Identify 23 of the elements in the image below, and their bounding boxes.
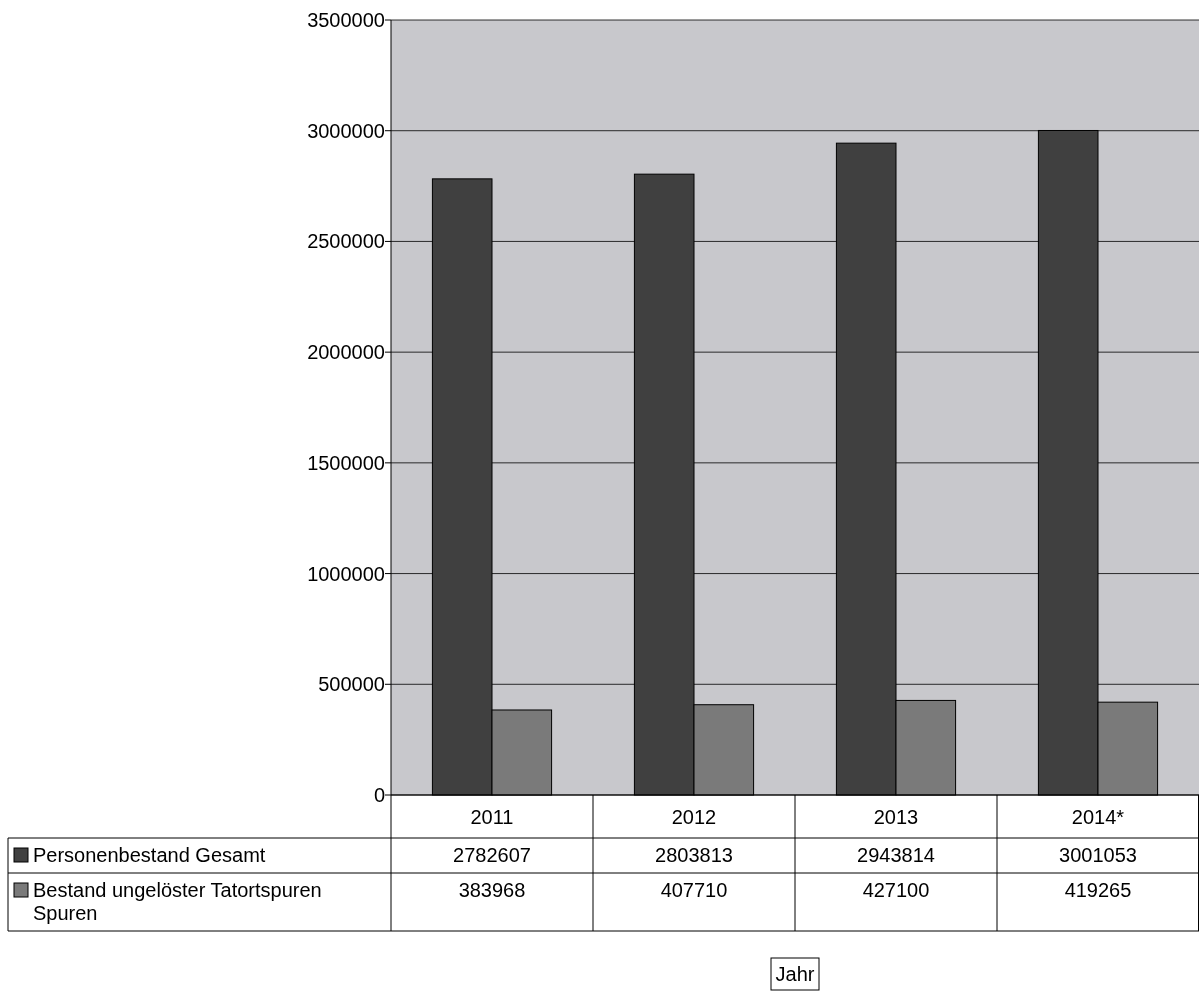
y-tick-label: 2500000	[307, 230, 385, 253]
x-tick-label: 2014*	[1071, 805, 1125, 828]
x-tick-label: 2011	[470, 805, 514, 828]
x-tick-label: 2013	[873, 805, 919, 828]
data-label: 2803813	[655, 844, 733, 866]
data-label: 383968	[458, 879, 526, 901]
y-tick-label: 2000000	[307, 341, 385, 364]
y-tick-label: 0	[373, 784, 385, 806]
data-label: 3001053	[1059, 844, 1137, 866]
y-tick-label: 1000000	[307, 562, 385, 585]
y-tick-label: 500000	[318, 673, 385, 696]
data-label: 2943814	[857, 844, 935, 866]
legend-label: Bestand ungelöster Tatortspuren Spuren	[33, 879, 322, 924]
y-tick-label: 3000000	[307, 119, 385, 142]
legend-label: Personenbestand Gesamt	[33, 844, 266, 866]
text: Jahr	[775, 963, 815, 985]
data-label: 427100	[862, 879, 930, 901]
x-tick-label: 2012	[671, 805, 717, 828]
y-tick-label: 3500000	[307, 9, 385, 31]
y-tick-label: 1500000	[307, 451, 385, 474]
data-label: 407710	[660, 879, 728, 901]
data-label: 419265	[1064, 879, 1132, 901]
data-label: 2782607	[453, 844, 531, 866]
